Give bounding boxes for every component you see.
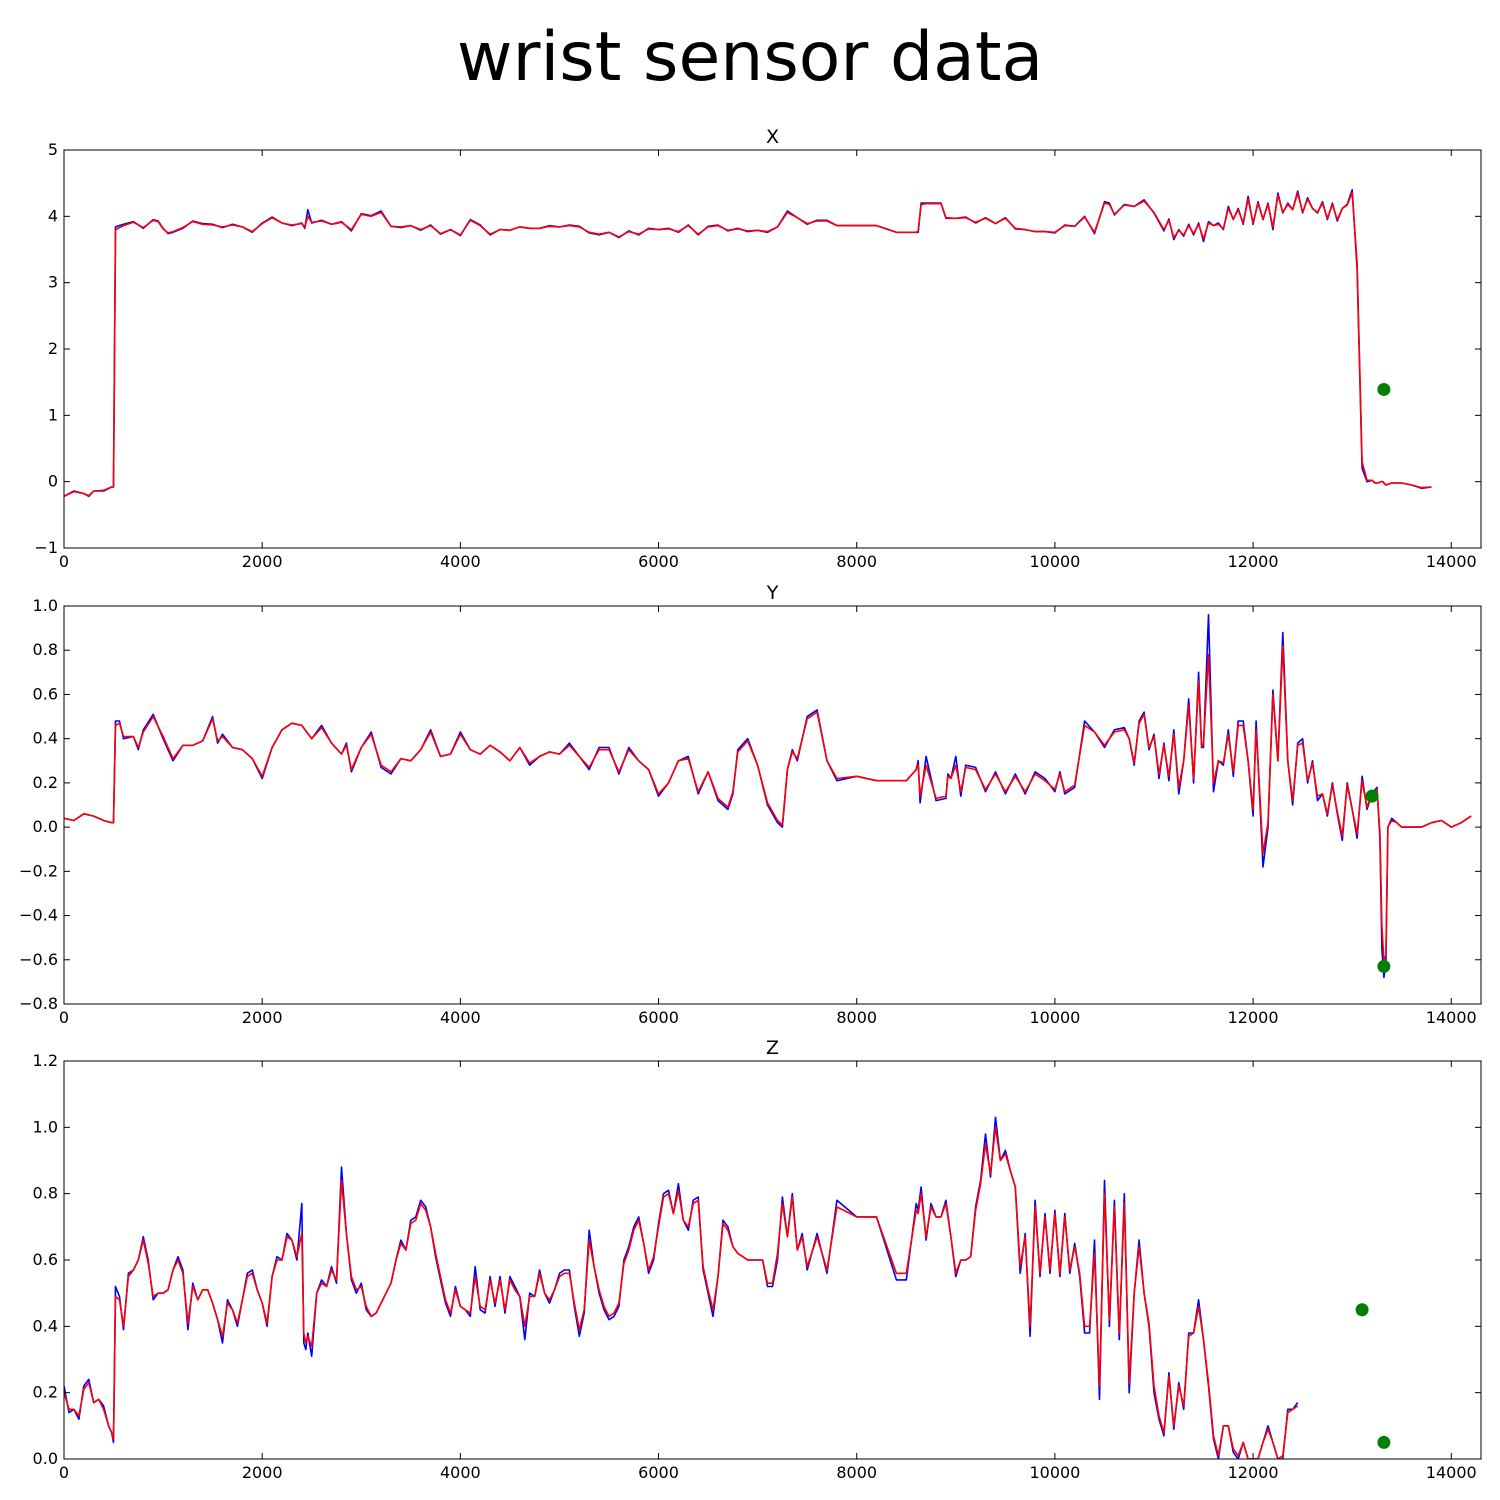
- xtick-label-z-3: 6000: [638, 1463, 679, 1482]
- panel-y: Y 0 2000 4000 6000 8000 10000 12000 14000 −0.8 −0.…: [19, 582, 1482, 1027]
- xtick-label-z-1: 2000: [242, 1463, 283, 1482]
- ytick-label-y-3: −0.2: [19, 861, 58, 880]
- ytick-label-x-3: 2: [48, 339, 58, 358]
- ytick-label-x-0: −1: [34, 538, 58, 557]
- xtick-label-y-2: 4000: [440, 1008, 481, 1027]
- ytick-label-x-6: 5: [48, 140, 58, 159]
- series-smoothed-x: [64, 191, 1432, 498]
- ytick-label-z-0: 0.0: [33, 1449, 58, 1468]
- ytick-label-y-6: 0.4: [33, 729, 58, 748]
- ytick-label-z-6: 1.2: [33, 1051, 58, 1070]
- marker-z-1: [1355, 1303, 1369, 1317]
- xtick-label-z-0: 0: [59, 1463, 69, 1482]
- xtick-label-y-1: 2000: [242, 1008, 283, 1027]
- ytick-label-y-5: 0.2: [33, 773, 58, 792]
- series-raw-x: [64, 189, 1432, 498]
- series-smoothed-y: [64, 644, 1472, 961]
- ytick-label-z-1: 0.2: [33, 1383, 58, 1402]
- xtick-label-x-6: 12000: [1228, 552, 1279, 571]
- xtick-label-y-5: 10000: [1029, 1008, 1080, 1027]
- xtick-label-y-4: 8000: [836, 1008, 877, 1027]
- panel-x: X0 2000 4000 6000 8000 10000 12000 14000−101234…: [34, 126, 1482, 571]
- xtick-label-x-4: 8000: [836, 552, 877, 571]
- xtick-label-y-0: 0: [59, 1008, 69, 1027]
- xtick-label-z-6: 12000: [1228, 1463, 1279, 1482]
- xtick-label-x-0: 0: [59, 552, 69, 571]
- series-smoothed-z: [64, 1126, 1299, 1459]
- ytick-label-x-2: 1: [48, 405, 58, 424]
- xtick-label-z-5: 10000: [1029, 1463, 1080, 1482]
- xtick-label-x-1: 2000: [242, 552, 283, 571]
- marker-x-1: [1377, 382, 1391, 396]
- ytick-label-y-8: 0.8: [33, 640, 58, 659]
- ytick-label-y-9: 1.0: [33, 596, 58, 615]
- ytick-label-z-4: 0.8: [33, 1184, 58, 1203]
- xtick-label-x-5: 10000: [1029, 552, 1080, 571]
- ytick-label-y-2: −0.4: [19, 906, 58, 925]
- figure-title: wrist sensor data: [456, 18, 1044, 97]
- ytick-label-y-4: 0.0: [33, 817, 58, 836]
- xtick-label-z-7: 14000: [1426, 1463, 1477, 1482]
- ytick-label-z-2: 0.4: [33, 1316, 58, 1335]
- xtick-label-y-3: 6000: [638, 1008, 679, 1027]
- xtick-label-y-6: 12000: [1228, 1008, 1279, 1027]
- xtick-label-x-2: 4000: [440, 552, 481, 571]
- ytick-label-z-3: 0.6: [33, 1250, 58, 1269]
- ytick-label-y-7: 0.6: [33, 684, 58, 703]
- xtick-label-x-3: 6000: [638, 552, 679, 571]
- xtick-label-y-7: 14000: [1426, 1008, 1477, 1027]
- ytick-label-x-5: 4: [48, 206, 58, 225]
- panel-title-x: X: [766, 126, 779, 148]
- ytick-label-z-5: 1.0: [33, 1117, 58, 1136]
- panel-title-y: Y: [766, 582, 779, 604]
- panel-z: Z 0 2000 4000 6000 8000 10000 12000 14000 0.0 0.2 0…: [33, 1037, 1482, 1482]
- xtick-label-z-4: 8000: [836, 1463, 877, 1482]
- ytick-label-y-0: −0.8: [19, 994, 58, 1013]
- ytick-label-y-1: −0.6: [19, 950, 58, 969]
- ytick-label-x-4: 3: [48, 273, 58, 292]
- marker-z-2: [1377, 1435, 1391, 1449]
- series-raw-z: [64, 1116, 1299, 1459]
- axes-frame-y: [63, 605, 1482, 1005]
- marker-y-1: [1365, 789, 1379, 803]
- xtick-label-x-7: 14000: [1426, 552, 1477, 571]
- panel-title-z: Z: [766, 1037, 779, 1059]
- marker-y-2: [1377, 959, 1391, 973]
- ytick-label-x-1: 0: [48, 472, 58, 491]
- xtick-label-z-2: 4000: [440, 1463, 481, 1482]
